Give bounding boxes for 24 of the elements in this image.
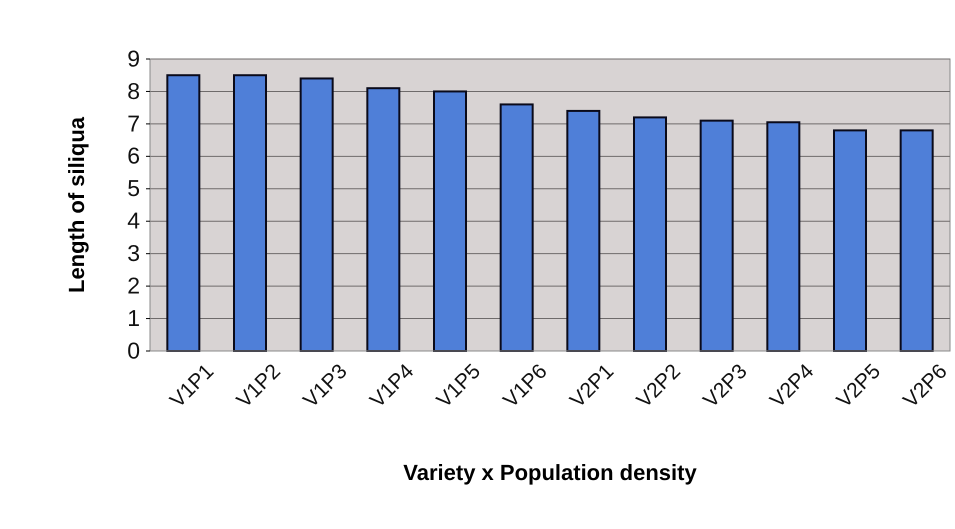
bar (900, 129, 934, 352)
bar (300, 77, 334, 352)
bar (433, 90, 467, 352)
bar (700, 120, 734, 352)
bar (833, 129, 867, 352)
bar (500, 103, 534, 352)
bar (766, 121, 800, 352)
bar (233, 74, 267, 352)
y-tick-label: 9 (127, 45, 140, 72)
y-tick-label: 6 (127, 142, 140, 169)
y-tick-label: 5 (127, 175, 140, 202)
y-tick-label: 3 (127, 240, 140, 266)
bar (633, 116, 667, 352)
y-tick-label: 8 (127, 78, 140, 104)
y-tick-label: 2 (127, 272, 140, 298)
bar (566, 110, 600, 352)
y-tick-label: 7 (127, 110, 140, 136)
y-tick-label: 1 (127, 304, 140, 331)
y-tick-label: 0 (127, 337, 140, 364)
y-tick-label: 4 (127, 208, 140, 234)
x-axis-title: Variety x Population density (403, 460, 698, 485)
bar (366, 87, 400, 352)
y-axis-title: Length of siliqua (64, 116, 89, 293)
bar (166, 74, 200, 352)
